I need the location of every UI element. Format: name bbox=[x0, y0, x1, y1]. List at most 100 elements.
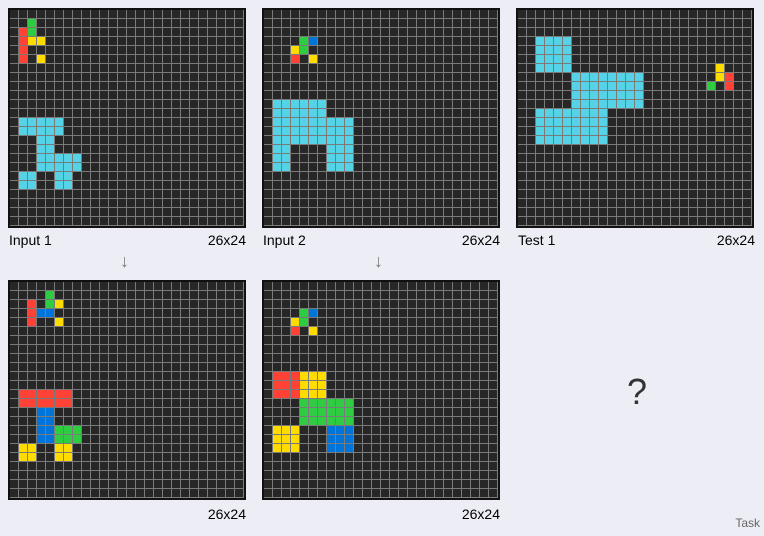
grid-cell-filled bbox=[300, 372, 309, 381]
grid-cell-filled bbox=[563, 136, 572, 145]
grid-cell bbox=[226, 426, 235, 435]
grid-cell bbox=[109, 417, 118, 426]
grid-cell bbox=[662, 28, 671, 37]
grid-cell bbox=[698, 55, 707, 64]
grid-cell bbox=[336, 291, 345, 300]
grid-cell bbox=[64, 208, 73, 217]
grid-cell bbox=[518, 190, 527, 199]
grid-cell-filled bbox=[309, 127, 318, 136]
grid-cell bbox=[300, 19, 309, 28]
grid-cell bbox=[100, 336, 109, 345]
grid-cell bbox=[19, 372, 28, 381]
grid-cell bbox=[235, 336, 244, 345]
grid-cell bbox=[635, 10, 644, 19]
grid-cell bbox=[626, 127, 635, 136]
grid-cell-filled bbox=[37, 435, 46, 444]
grid-cell bbox=[318, 300, 327, 309]
grid-cell bbox=[10, 399, 19, 408]
grid-cell bbox=[572, 208, 581, 217]
grid-cell bbox=[136, 100, 145, 109]
grid-cell bbox=[417, 181, 426, 190]
grid-cell bbox=[172, 354, 181, 363]
grid-cell bbox=[226, 480, 235, 489]
test-1-dims: 26x24 bbox=[716, 232, 755, 248]
grid-cell bbox=[163, 300, 172, 309]
grid-cell bbox=[381, 199, 390, 208]
grid-cell bbox=[172, 91, 181, 100]
grid-cell bbox=[345, 172, 354, 181]
grid-cell bbox=[327, 172, 336, 181]
grid-cell bbox=[671, 136, 680, 145]
grid-cell-filled bbox=[19, 46, 28, 55]
grid-cell bbox=[453, 390, 462, 399]
grid-cell-filled bbox=[300, 399, 309, 408]
grid-cell bbox=[354, 145, 363, 154]
grid-cell bbox=[716, 37, 725, 46]
grid-cell bbox=[273, 46, 282, 55]
grid-cell bbox=[426, 145, 435, 154]
grid-cell bbox=[73, 82, 82, 91]
grid-cell bbox=[109, 73, 118, 82]
grid-cell bbox=[91, 426, 100, 435]
grid-cell bbox=[390, 291, 399, 300]
grid-cell bbox=[608, 154, 617, 163]
grid-cell bbox=[381, 300, 390, 309]
grid-cell bbox=[435, 363, 444, 372]
grid-cell bbox=[626, 55, 635, 64]
grid-cell bbox=[264, 109, 273, 118]
grid-cell bbox=[109, 163, 118, 172]
grid-cell bbox=[336, 345, 345, 354]
grid-cell bbox=[127, 118, 136, 127]
grid-cell-filled bbox=[37, 118, 46, 127]
grid-cell bbox=[644, 73, 653, 82]
grid-cell bbox=[390, 309, 399, 318]
grid-cell bbox=[190, 426, 199, 435]
grid-cell bbox=[64, 471, 73, 480]
grid-cell-filled bbox=[282, 435, 291, 444]
grid-cell bbox=[118, 64, 127, 73]
grid-cell bbox=[163, 172, 172, 181]
grid-cell bbox=[37, 19, 46, 28]
grid-cell bbox=[435, 318, 444, 327]
grid-cell bbox=[154, 109, 163, 118]
grid-cell-filled bbox=[64, 181, 73, 190]
grid-cell bbox=[154, 309, 163, 318]
grid-cell bbox=[462, 208, 471, 217]
grid-cell bbox=[518, 109, 527, 118]
grid-cell bbox=[725, 100, 734, 109]
grid-cell bbox=[19, 462, 28, 471]
grid-cell bbox=[462, 354, 471, 363]
grid-cell bbox=[435, 336, 444, 345]
grid-cell bbox=[82, 37, 91, 46]
grid-cell bbox=[235, 408, 244, 417]
grid-cell bbox=[64, 354, 73, 363]
grid-cell bbox=[109, 327, 118, 336]
grid-cell bbox=[91, 282, 100, 291]
grid-cell bbox=[154, 390, 163, 399]
grid-cell-filled bbox=[273, 163, 282, 172]
grid-cell bbox=[291, 181, 300, 190]
grid-cell bbox=[354, 127, 363, 136]
grid-cell bbox=[226, 64, 235, 73]
grid-cell bbox=[217, 462, 226, 471]
grid-cell bbox=[172, 82, 181, 91]
grid-cell bbox=[471, 199, 480, 208]
grid-cell bbox=[226, 489, 235, 498]
grid-cell bbox=[327, 64, 336, 73]
grid-cell bbox=[471, 136, 480, 145]
grid-cell bbox=[399, 64, 408, 73]
grid-cell bbox=[199, 199, 208, 208]
grid-cell bbox=[381, 480, 390, 489]
grid-cell bbox=[408, 480, 417, 489]
grid-cell bbox=[363, 327, 372, 336]
grid-cell-filled bbox=[46, 145, 55, 154]
grid-cell bbox=[118, 471, 127, 480]
grid-cell bbox=[82, 309, 91, 318]
grid-cell bbox=[635, 64, 644, 73]
grid-cell bbox=[453, 480, 462, 489]
grid-cell bbox=[671, 73, 680, 82]
grid-cell bbox=[19, 480, 28, 489]
grid-cell bbox=[163, 100, 172, 109]
grid-cell bbox=[372, 109, 381, 118]
grid-cell bbox=[163, 109, 172, 118]
